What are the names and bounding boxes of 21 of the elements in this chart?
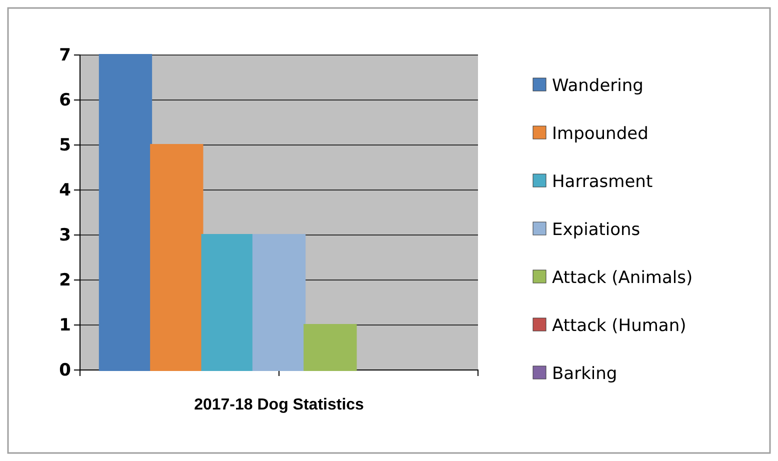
y-tick-label: 1	[59, 315, 71, 336]
legend-label: Attack (Animals)	[552, 268, 693, 288]
y-tick-label: 2	[59, 270, 71, 290]
y-tick-label: 6	[59, 90, 71, 110]
bar	[98, 54, 152, 371]
bar	[304, 324, 357, 371]
y-tick-label: 0	[59, 360, 72, 380]
legend-label: Barking	[552, 364, 618, 384]
legend-label: Harrasment	[552, 172, 653, 192]
y-tick-label: 4	[59, 180, 72, 200]
bar	[201, 234, 254, 371]
legend-label: Impounded	[552, 124, 648, 144]
y-tick-label: 3	[59, 225, 71, 246]
bar	[150, 144, 204, 371]
y-tick-label: 7	[59, 45, 71, 66]
bar	[252, 234, 306, 371]
legend-label: Expiations	[552, 220, 640, 240]
legend-label: Attack (Human)	[552, 316, 686, 336]
x-tick-label: 2017-18 Dog Statistics	[194, 396, 364, 414]
y-tick-label: 5	[59, 135, 71, 156]
legend-label: Wandering	[552, 76, 644, 96]
